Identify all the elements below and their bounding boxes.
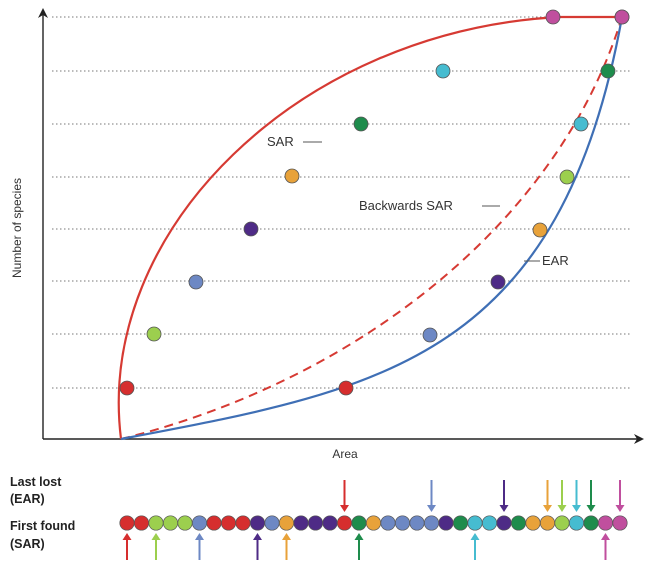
sar-species-point-magenta (546, 10, 560, 24)
sequence-dot-orange (366, 516, 380, 530)
last-lost-arrow-purple-head (500, 505, 509, 512)
sequence-dot-slateblue (395, 516, 409, 530)
last-lost-arrow-lightgreen-head (558, 505, 567, 512)
sequence-dot-purple (323, 516, 337, 530)
sequence-dot-slateblue (381, 516, 395, 530)
strip-labels: Last lost (EAR) First found (SAR) (10, 475, 75, 551)
x-axis-label: Area (332, 447, 358, 461)
sar-label: SAR (267, 134, 294, 149)
last-lost-arrow-magenta-head (616, 505, 625, 512)
sequence-dot-lightgreen (163, 516, 177, 530)
sequence-dot-red (120, 516, 134, 530)
sequence-dot-darkgreen (584, 516, 598, 530)
sequence-dot-purple (308, 516, 322, 530)
sar-species-point-darkgreen (354, 117, 368, 131)
sar-species-point-slateblue (189, 275, 203, 289)
ear-species-point-cyan (574, 117, 588, 131)
first-found-arrow-orange-head (282, 533, 291, 540)
sequence-dot-lightgreen (149, 516, 163, 530)
first-found-arrow-purple-head (253, 533, 262, 540)
sequence-dot-purple (497, 516, 511, 530)
sar-species-point-red (120, 381, 134, 395)
first-found-arrow-darkgreen-head (355, 533, 364, 540)
backwards-sar-label: Backwards SAR (359, 198, 453, 213)
sar-species-point-orange (285, 169, 299, 183)
sequence-dot-darkgreen (511, 516, 525, 530)
sequence-dot-darkgreen (352, 516, 366, 530)
last-lost-arrow-slateblue-head (427, 505, 436, 512)
last-lost-arrow-red-head (340, 505, 349, 512)
ear-species-point-lightgreen (560, 170, 574, 184)
last-lost-label: Last lost (10, 475, 62, 489)
sar-species-point-purple (244, 222, 258, 236)
sequence-dot-red (337, 516, 351, 530)
sequence-dot-darkgreen (453, 516, 467, 530)
sequence-dot-red (221, 516, 235, 530)
ear-species-point-darkgreen (601, 64, 615, 78)
last-lost-arrow-orange-head (543, 505, 552, 512)
first-found-arrow-cyan-head (471, 533, 480, 540)
y-axis-label: Number of species (10, 178, 24, 278)
sequence-dot-cyan (468, 516, 482, 530)
sequence-dot-orange (540, 516, 554, 530)
last-lost-arrow-darkgreen-head (587, 505, 596, 512)
sequence-dot-purple (439, 516, 453, 530)
sequence-dot-purple (294, 516, 308, 530)
first-found-label: First found (10, 519, 75, 533)
first-found-arrow-red-head (123, 533, 132, 540)
sequence-dot-slateblue (410, 516, 424, 530)
sequence-dot-magenta (598, 516, 612, 530)
sequence-dot-lightgreen (178, 516, 192, 530)
ear-species-point-magenta (615, 10, 629, 24)
sequence-dot-slateblue (424, 516, 438, 530)
sequence-dot-orange (279, 516, 293, 530)
sequence-dot-purple (250, 516, 264, 530)
last-lost-arrows (340, 480, 625, 512)
sequence-dot-red (134, 516, 148, 530)
ear-species-point-red (339, 381, 353, 395)
ear-species-point-slateblue (423, 328, 437, 342)
sequence-dot-red (207, 516, 221, 530)
gridlines (52, 17, 632, 388)
sequence-dot-cyan (482, 516, 496, 530)
last-lost-arrow-cyan-head (572, 505, 581, 512)
first-found-sublabel: (SAR) (10, 537, 45, 551)
first-found-arrow-magenta-head (601, 533, 610, 540)
sar-species-point-cyan (436, 64, 450, 78)
sequence-dot-lightgreen (555, 516, 569, 530)
sar-species-point-lightgreen (147, 327, 161, 341)
sequence-dot-magenta (613, 516, 627, 530)
species-sequence (120, 516, 627, 530)
ear-species-point-orange (533, 223, 547, 237)
first-found-arrows (123, 533, 611, 560)
first-found-arrow-slateblue-head (195, 533, 204, 540)
sequence-dot-orange (526, 516, 540, 530)
first-found-arrow-lightgreen-head (152, 533, 161, 540)
sequence-dot-slateblue (192, 516, 206, 530)
last-lost-sublabel: (EAR) (10, 492, 45, 506)
sequence-dot-cyan (569, 516, 583, 530)
ear-label: EAR (542, 253, 569, 268)
sequence-dot-red (236, 516, 250, 530)
ear-species-point-purple (491, 275, 505, 289)
sequence-dot-slateblue (265, 516, 279, 530)
